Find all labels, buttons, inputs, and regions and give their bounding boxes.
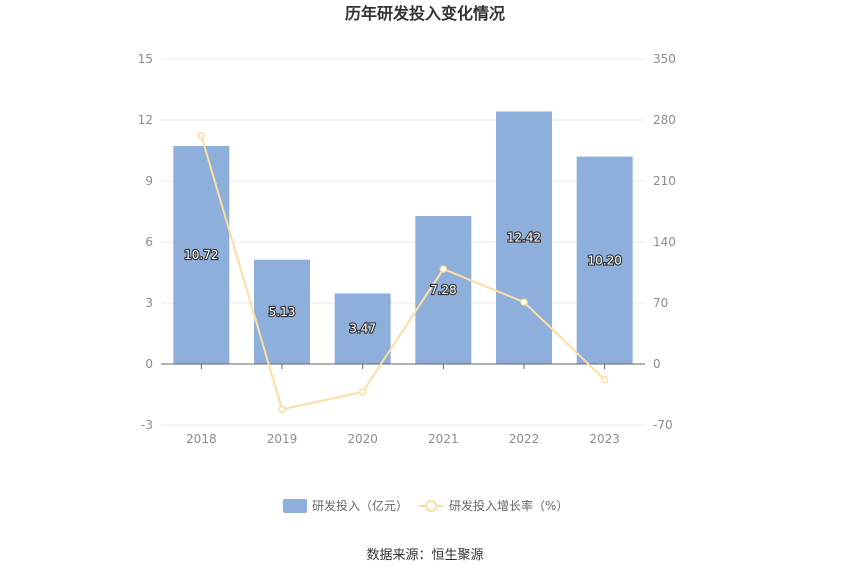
- x-axis: 2018 2019 2020 2021 2022 2023: [186, 364, 620, 446]
- y-left-tick-label: 0: [145, 357, 153, 371]
- y-right-tick-label: 0: [653, 357, 661, 371]
- left-axis: 15 12 9 6 3 0 -3: [138, 52, 153, 432]
- x-tick-label: 2022: [509, 432, 540, 446]
- y-left-tick-label: 15: [138, 52, 153, 66]
- growth-point-2023: [600, 375, 609, 384]
- legend-line-marker: [425, 500, 437, 512]
- legend-line-label: 研发投入增长率（%）: [449, 498, 568, 513]
- bar-value-label: 7.28: [430, 283, 457, 297]
- bar-value-label: 10.72: [184, 248, 218, 262]
- growth-point-2019: [278, 405, 286, 414]
- bar-2018: [173, 146, 230, 364]
- bar-data-labels: 10.72 5.13 3.47 7.28 12.42 10.20: [183, 230, 623, 337]
- y-right-tick-label: 280: [653, 113, 676, 127]
- x-tick-label: 2020: [347, 432, 378, 446]
- right-axis: 350 280 210 140 70 0 -70: [653, 52, 676, 432]
- growth-point-2018: [197, 131, 206, 140]
- y-right-tick-label: 140: [653, 235, 676, 249]
- y-right-tick-label: 70: [653, 296, 668, 310]
- chart-title: 历年研发投入变化情况: [345, 4, 505, 23]
- y-left-tick-label: 6: [145, 235, 153, 249]
- y-right-tick-label: -70: [653, 418, 673, 432]
- bar-2022: [496, 111, 552, 365]
- x-tick-label: 2021: [428, 432, 459, 446]
- bar-value-label: 3.47: [349, 322, 376, 336]
- y-left-tick-label: 3: [145, 296, 153, 310]
- y-right-tick-label: 350: [653, 52, 676, 66]
- bar-value-label: 5.13: [269, 305, 296, 319]
- bar-series: [173, 111, 633, 365]
- growth-point-2022: [520, 298, 528, 306]
- y-right-tick-label: 210: [653, 174, 676, 188]
- x-tick-label: 2019: [267, 432, 298, 446]
- legend-bar-swatch: [283, 499, 307, 513]
- x-tick-label: 2018: [186, 432, 217, 446]
- bar-value-label: 12.42: [507, 231, 541, 245]
- y-left-tick-label: 9: [145, 174, 153, 188]
- line-series: [197, 131, 609, 414]
- bar-2020: [334, 293, 391, 364]
- bar-2023: [576, 156, 633, 364]
- bar-value-label: 10.20: [587, 253, 621, 267]
- source-note: 数据来源：恒生聚源: [366, 548, 483, 563]
- legend[interactable]: 研发投入（亿元） 研发投入增长率（%）: [283, 498, 568, 513]
- growth-rate-line: [200, 135, 606, 411]
- y-left-tick-label: -3: [141, 418, 153, 432]
- legend-bar-label: 研发投入（亿元）: [312, 498, 408, 513]
- x-tick-label: 2023: [589, 432, 620, 446]
- growth-point-2021: [439, 265, 448, 273]
- y-left-tick-label: 12: [138, 113, 153, 127]
- growth-point-2020: [358, 388, 367, 396]
- bar-2021: [415, 215, 472, 364]
